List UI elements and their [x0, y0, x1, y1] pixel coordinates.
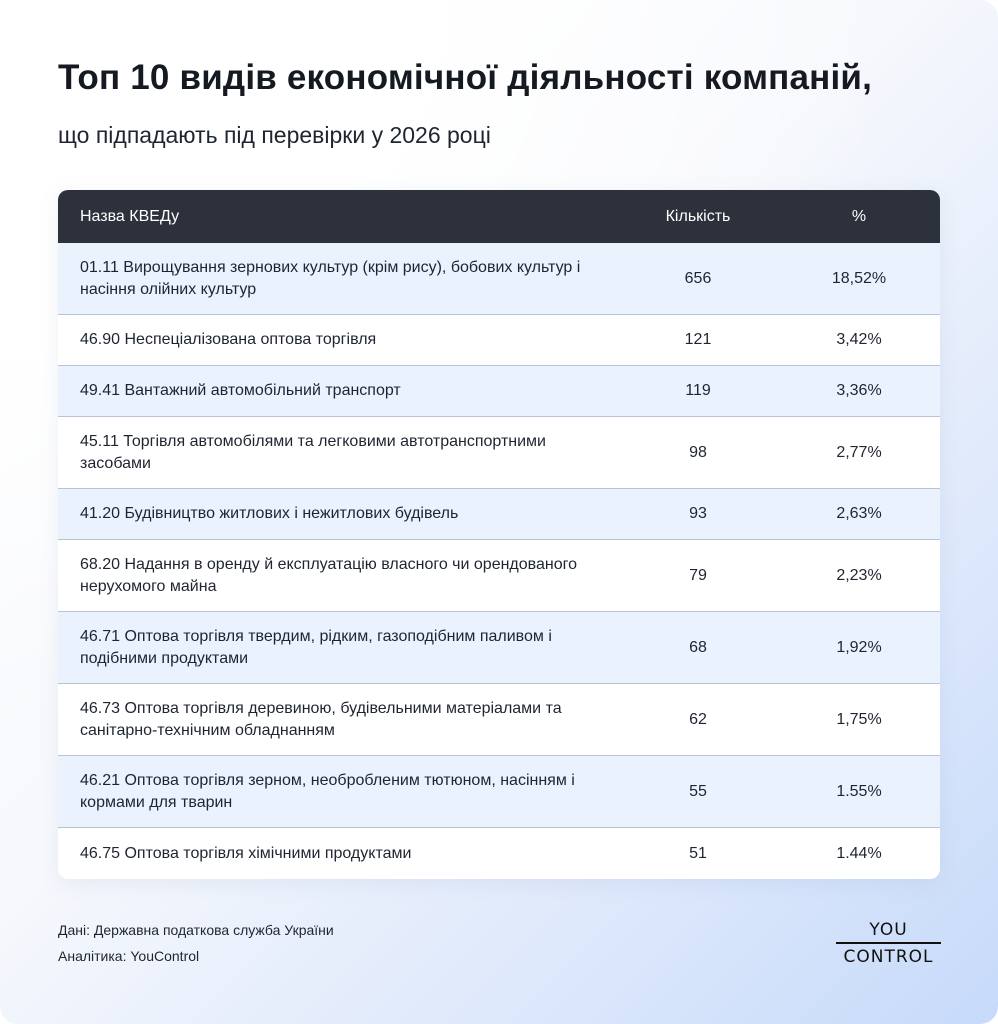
table-row: 45.11 Торгівля автомобілями та легковими… — [58, 417, 940, 489]
kved-name: 46.21 Оптова торгівля зерном, необроблен… — [80, 771, 575, 811]
table-row: 01.11 Вирощування зернових культур (крім… — [58, 243, 940, 315]
kved-percent: 1.44% — [836, 844, 882, 862]
table-row: 46.75 Оптова торгівля хімічними продукта… — [58, 828, 940, 879]
page-title: Топ 10 видів економічної діяльності комп… — [58, 58, 873, 97]
header-count: Кількість — [665, 207, 731, 225]
logo-divider — [836, 942, 941, 944]
kved-percent: 3,42% — [836, 331, 882, 348]
kved-count: 93 — [689, 505, 707, 522]
kved-percent: 1.55% — [836, 782, 882, 800]
kved-percent: 2,23% — [836, 566, 882, 584]
kved-percent: 1,92% — [836, 638, 882, 656]
table-row: 68.20 Надання в оренду й експлуатацію вл… — [58, 540, 940, 612]
youcontrol-logo: YOU CONTROL — [836, 920, 941, 967]
page-subtitle: що підпадають під перевірки у 2026 році — [58, 122, 491, 148]
kved-count: 656 — [684, 269, 712, 287]
table-row: 46.90 Неспеціалізована оптова торгівля 12… — [58, 315, 940, 366]
kved-percent: 2,63% — [836, 505, 882, 522]
header-name: Назва КВЕДу — [80, 207, 180, 225]
kved-count: 68 — [689, 638, 707, 656]
kved-name: 45.11 Торгівля автомобілями та легковими… — [80, 432, 546, 472]
table-row: 41.20 Будівництво житлових і нежитлових … — [58, 489, 940, 540]
logo-top: YOU — [869, 920, 908, 940]
kved-name: 41.20 Будівництво житлових і нежитлових … — [80, 505, 459, 522]
kved-name: 49.41 Вантажний автомобільний транспорт — [80, 382, 401, 399]
kved-name: 46.75 Оптова торгівля хімічними продукта… — [80, 844, 412, 862]
kved-name: 01.11 Вирощування зернових культур (крім… — [80, 258, 581, 298]
kved-percent: 2,77% — [836, 443, 882, 461]
table-row: 49.41 Вантажний автомобільний транспорт 1… — [58, 366, 940, 417]
kved-count: 79 — [689, 566, 707, 584]
table-row: 46.21 Оптова торгівля зерном, необроблен… — [58, 756, 940, 828]
kved-percent: 18,52% — [831, 269, 887, 287]
kved-count: 119 — [685, 382, 711, 399]
kved-percent: 3,36% — [836, 382, 882, 399]
logo-bottom: CONTROL — [843, 947, 934, 967]
table-row: 46.73 Оптова торгівля деревиною, будівел… — [58, 684, 940, 756]
analytics-note: Аналітика: YouControl — [58, 948, 200, 964]
kved-name: 46.73 Оптова торгівля деревиною, будівел… — [80, 699, 562, 739]
kved-table: Назва КВЕДу Кількість % 01.11 Вирощуванн… — [58, 190, 940, 879]
header-percent: % — [851, 207, 867, 225]
table-header: Назва КВЕДу Кількість % — [58, 190, 940, 243]
kved-name: 46.71 Оптова торгівля твердим, рідким, г… — [80, 627, 552, 667]
kved-count: 98 — [689, 443, 707, 461]
kved-count: 62 — [689, 710, 707, 728]
source-note: Дані: Державна податкова служба України — [58, 922, 334, 938]
kved-name: 46.90 Неспеціалізована оптова торгівля — [80, 331, 377, 348]
kved-percent: 1,75% — [836, 710, 882, 728]
kved-count: 121 — [684, 331, 712, 348]
kved-count: 55 — [689, 782, 707, 800]
kved-count: 51 — [689, 844, 707, 862]
kved-name: 68.20 Надання в оренду й експлуатацію вл… — [80, 555, 577, 595]
table-row: 46.71 Оптова торгівля твердим, рідким, г… — [58, 612, 940, 684]
